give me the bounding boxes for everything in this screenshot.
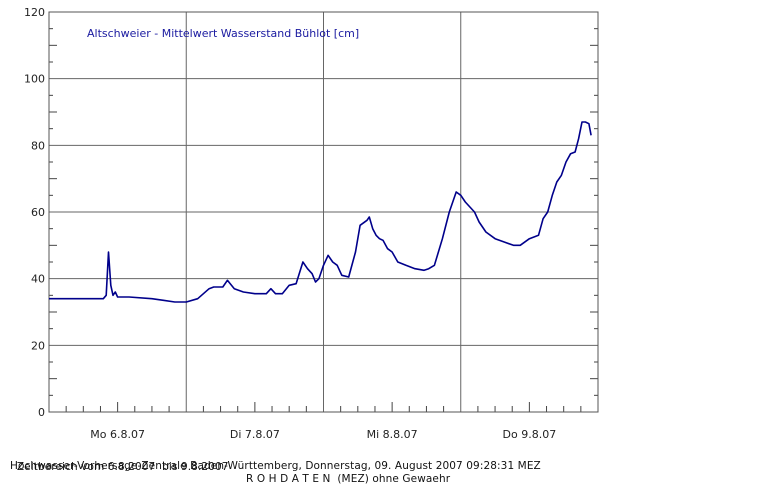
y-tick-label: 0 xyxy=(38,406,45,419)
y-tick-label: 60 xyxy=(31,206,45,219)
y-tick-label: 20 xyxy=(31,339,45,352)
axis-ticks xyxy=(49,28,598,412)
x-axis-tick-labels: Mo 6.8.07 Di 7.8.07 Mi 8.8.07 Do 9.8.07 xyxy=(90,428,556,441)
x-tick-label: Mo 6.8.07 xyxy=(90,428,145,441)
y-tick-label: 120 xyxy=(24,6,45,19)
series-line-water-level xyxy=(49,121,592,303)
y-axis-tick-labels: 0 20 40 60 80 100 120 xyxy=(24,6,45,419)
x-tick-label: Mi 8.8.07 xyxy=(367,428,418,441)
y-tick-label: 100 xyxy=(24,73,45,86)
y-tick-label: 80 xyxy=(31,139,45,152)
footer-source: Hochwasser-Vorhersage-Zentrale Baden-Wür… xyxy=(10,460,541,472)
footer-time-range: Zeitbereich vom 6.8.2007 bis 9.8.2007 xyxy=(16,461,229,473)
x-tick-label: Di 7.8.07 xyxy=(230,428,280,441)
footer-raw-data-note: R O H D A T E N (MEZ) ohne Gewaehr xyxy=(246,473,451,485)
y-tick-label: 40 xyxy=(31,273,45,286)
chart-title: Altschweier - Mittelwert Wasserstand Büh… xyxy=(87,27,359,40)
grid-lines xyxy=(49,12,598,412)
footer-time-range-line: Zeitbereich vom 6.8.2007 bis 9.8.2007 R … xyxy=(10,449,450,485)
plot-frame xyxy=(48,11,599,413)
x-tick-label: Do 9.8.07 xyxy=(503,428,557,441)
